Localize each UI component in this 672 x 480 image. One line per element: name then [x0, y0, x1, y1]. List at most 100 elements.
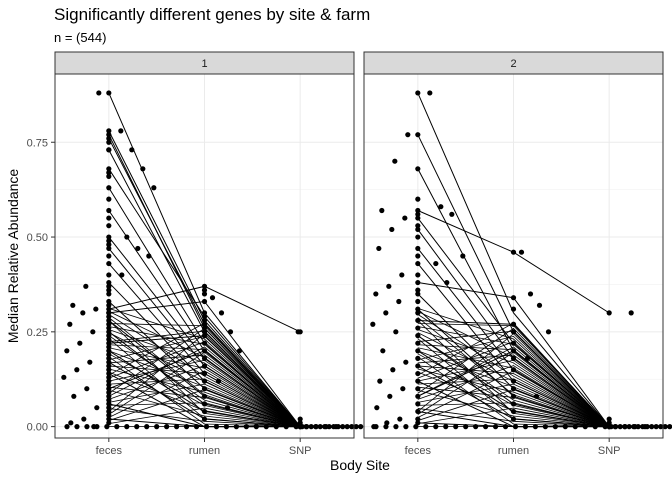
feces-point	[106, 359, 112, 365]
feces-point	[396, 298, 402, 305]
rumen-point	[201, 386, 208, 392]
zero-point	[483, 424, 489, 430]
feces-point	[380, 348, 386, 354]
zero-point	[84, 424, 90, 430]
zero-point	[502, 424, 509, 430]
zero-point	[213, 424, 220, 430]
feces-point	[106, 283, 112, 289]
feces-point	[449, 211, 455, 217]
zero-point	[453, 424, 459, 430]
feces-point	[370, 321, 376, 327]
feces-point	[90, 329, 96, 335]
feces-point	[106, 253, 112, 259]
zero-point	[263, 424, 269, 430]
rumen-point	[201, 310, 208, 316]
zero-point	[174, 424, 180, 430]
feces-point	[106, 386, 112, 392]
zero-point	[154, 424, 160, 430]
feces-point	[433, 260, 439, 267]
feces-point	[71, 393, 77, 399]
rumen-point	[201, 401, 208, 407]
snp-point	[617, 424, 623, 430]
feces-point	[106, 397, 112, 403]
feces-point	[106, 306, 112, 312]
feces-point	[106, 135, 112, 142]
rumen-point	[201, 287, 208, 293]
zero-point	[552, 424, 558, 430]
feces-point	[383, 310, 389, 316]
feces-point	[106, 405, 112, 411]
zero-point	[463, 424, 469, 430]
feces-point	[415, 333, 421, 339]
gene-line	[417, 335, 610, 427]
gene-line	[108, 383, 301, 427]
zero-point	[373, 424, 379, 430]
snp-point	[649, 424, 655, 430]
feces-point	[106, 207, 112, 214]
feces-point	[96, 90, 102, 96]
gene-line	[108, 370, 301, 427]
feces-point	[403, 359, 409, 365]
rumen-point	[201, 325, 208, 331]
feces-point	[119, 272, 125, 278]
feces-point	[106, 416, 112, 422]
rumen-point	[510, 295, 517, 301]
snp-point	[658, 424, 664, 430]
snp-point	[349, 424, 355, 430]
rumen-point	[524, 355, 531, 361]
rumen-point	[201, 340, 208, 346]
snp-point	[626, 424, 632, 430]
feces-point	[377, 378, 383, 384]
feces-point	[415, 260, 421, 267]
feces-point	[106, 223, 112, 229]
rumen-point	[201, 378, 208, 384]
zero-point	[433, 424, 439, 430]
feces-point	[135, 245, 141, 252]
gene-line	[108, 335, 301, 428]
feces-point	[106, 173, 112, 179]
feces-point	[399, 272, 405, 278]
feces-point	[106, 378, 112, 384]
gene-line	[417, 329, 610, 427]
rumen-point	[227, 329, 234, 335]
feces-point	[106, 393, 112, 399]
snp-point	[640, 424, 646, 430]
snp-point	[635, 424, 641, 430]
facet-panel-1: 1 feces rumen SNP	[54, 51, 364, 457]
feces-point	[106, 355, 112, 361]
gene-line	[417, 327, 610, 427]
zero-point	[253, 424, 259, 430]
feces-point	[415, 226, 421, 233]
feces-point	[415, 386, 421, 392]
rumen-point	[527, 291, 534, 297]
rumen-point	[201, 348, 208, 354]
gene-line	[108, 346, 301, 427]
rumen-point	[510, 321, 517, 327]
snp-point	[308, 424, 314, 430]
zero-point	[293, 424, 299, 430]
zero-point	[542, 424, 548, 430]
rumen-point	[224, 405, 231, 411]
feces-point	[415, 234, 421, 240]
feces-point	[415, 317, 421, 324]
zero-point	[104, 424, 110, 430]
feces-point	[379, 207, 385, 214]
feces-point	[81, 416, 87, 422]
feces-point	[415, 325, 421, 331]
feces-point	[106, 291, 112, 297]
snp-point	[326, 424, 332, 430]
rumen-point	[533, 393, 540, 399]
feces-point	[415, 401, 421, 407]
feces-point	[146, 253, 152, 259]
feces-point	[415, 211, 421, 217]
rumen-point	[201, 333, 208, 339]
rumen-point	[218, 310, 225, 316]
feces-point	[129, 147, 135, 153]
feces-point	[118, 128, 124, 134]
feces-point	[70, 302, 76, 308]
y-tick-label: 0.00	[27, 422, 48, 434]
feces-point	[376, 245, 382, 252]
feces-point	[405, 132, 411, 138]
snp-point	[353, 424, 359, 430]
zero-point	[233, 424, 239, 430]
